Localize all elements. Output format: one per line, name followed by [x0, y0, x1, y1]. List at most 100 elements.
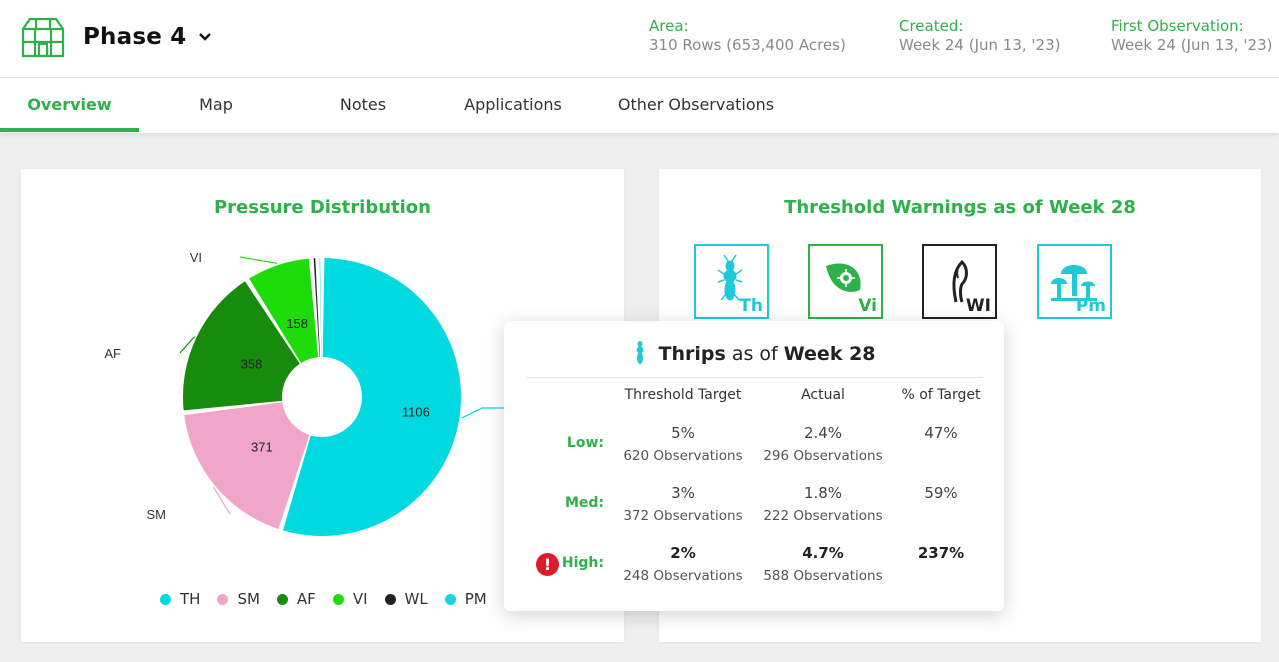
first-observation-value: Week 24 (Jun 13, '23) [1111, 36, 1273, 54]
threshold-wilt-button[interactable]: WI [922, 244, 997, 319]
legend-label: VI [352, 590, 368, 608]
row-label-med: Med: [564, 495, 604, 511]
mushroom-icon [1051, 265, 1097, 301]
chart-legend: TH SM AF VI WL PM [160, 590, 504, 608]
phase-selector[interactable]: Phase 4 [83, 24, 212, 50]
med-target-cell: 3% 372 Observations [603, 483, 763, 526]
popup-week: Week 28 [783, 343, 876, 365]
low-target: 5% [671, 424, 695, 442]
high-actual-cell: 4.7% 588 Observations [743, 543, 903, 586]
tab-notes[interactable]: Notes [339, 95, 387, 114]
wilt-icon [952, 259, 968, 303]
high-actual: 4.7% [802, 544, 844, 562]
virus-abbr: Vi [858, 296, 877, 316]
low-target-obs: 620 Observations [623, 448, 743, 464]
created-meta: Created: Week 24 (Jun 13, '23) [899, 17, 1060, 55]
threshold-thrips-button[interactable]: Th [694, 244, 769, 319]
row-label-high: High: [561, 555, 604, 571]
thrips-icon [636, 341, 644, 364]
outside-label-af: AF [104, 346, 121, 361]
leader-line-sm [212, 486, 231, 515]
legend-label: AF [296, 590, 316, 608]
med-actual-cell: 1.8% 222 Observations [743, 483, 903, 526]
legend-dot [160, 593, 171, 605]
col-percent-target: % of Target [901, 387, 981, 403]
legend-item-vi[interactable]: VI [332, 590, 368, 608]
active-tab-indicator [0, 128, 139, 132]
legend-label: WL [404, 590, 428, 608]
donut-slice-pm[interactable] [319, 258, 322, 358]
page-title: Phase 4 [83, 24, 187, 50]
donut-slice-af[interactable] [183, 281, 300, 411]
donut-slice-sm[interactable] [184, 402, 310, 529]
low-actual-cell: 2.4% 296 Observations [743, 423, 903, 466]
virus-leaf-icon [826, 263, 861, 292]
threshold-mildew-button[interactable]: Pm [1037, 244, 1112, 319]
high-actual-obs: 588 Observations [763, 568, 883, 584]
legend-dot [276, 593, 288, 605]
legend-label: PM [464, 590, 487, 608]
leader-line-af [179, 336, 196, 354]
legend-item-af[interactable]: AF [276, 590, 316, 608]
low-target-cell: 5% 620 Observations [603, 423, 763, 466]
created-value: Week 24 (Jun 13, '23) [899, 36, 1061, 54]
legend-label: TH [180, 590, 201, 608]
tab-overview[interactable]: Overview [27, 95, 112, 114]
low-pct: 47% [924, 424, 958, 442]
high-target-cell: 2% 248 Observations [603, 543, 763, 586]
wilt-abbr: WI [965, 296, 991, 316]
donut-slice-th[interactable] [282, 258, 461, 536]
legend-item-pm[interactable]: PM [444, 590, 487, 608]
legend-dot [384, 593, 396, 605]
data-label-af: 358 [241, 357, 263, 372]
col-actual: Actual [801, 387, 845, 403]
legend-item-wl[interactable]: WL [384, 590, 428, 608]
leader-line-vi [239, 256, 278, 264]
high-pct-cell: 237% [861, 543, 1021, 563]
first-observation-meta: First Observation: Week 24 (Jun 13, '23) [1111, 17, 1272, 55]
low-actual-obs: 296 Observations [763, 448, 883, 464]
first-observation-label: First Observation: [1111, 17, 1244, 35]
area-label: Area: [649, 17, 689, 35]
legend-dot [217, 593, 229, 605]
legend-dot [332, 593, 344, 605]
legend-item-sm[interactable]: SM [217, 590, 260, 608]
legend-dot [444, 593, 456, 605]
donut-slice-vi[interactable] [249, 258, 319, 363]
med-target-obs: 372 Observations [623, 508, 743, 524]
row-label-low: Low: [566, 435, 604, 451]
tab-applications[interactable]: Applications [464, 95, 562, 114]
med-actual: 1.8% [803, 484, 843, 502]
threshold-virus-button[interactable]: Vi [808, 244, 883, 319]
med-pct-cell: 59% [861, 483, 1021, 503]
outside-label-sm: SM [147, 507, 167, 522]
popup-as-of: as of [731, 343, 778, 365]
med-target: 3% [671, 484, 695, 502]
mildew-abbr: Pm [1075, 296, 1106, 316]
area-value: 310 Rows (653,400 Acres) [649, 36, 846, 54]
med-pct: 59% [924, 484, 958, 502]
pressure-distribution-title: Pressure Distribution [213, 197, 431, 218]
med-actual-obs: 222 Observations [763, 508, 883, 524]
thrips-icon [717, 254, 743, 301]
outside-label-vi: VI [190, 250, 202, 265]
legend-item-th[interactable]: TH [160, 590, 200, 608]
donut-slice-wl[interactable] [313, 258, 321, 358]
popup-heading: Thrips as of Week 28 [504, 339, 1004, 365]
leader-line-th [461, 407, 504, 419]
data-label-th: 1106 [402, 404, 430, 419]
low-pct-cell: 47% [861, 423, 1021, 443]
data-label-vi: 158 [286, 316, 308, 331]
data-label-sm: 371 [251, 440, 273, 455]
high-target: 2% [670, 544, 696, 562]
created-label: Created: [899, 17, 964, 35]
chevron-down-icon [199, 33, 212, 41]
area-meta: Area: 310 Rows (653,400 Acres) [649, 17, 846, 55]
tab-other-observations[interactable]: Other Observations [617, 95, 775, 114]
high-target-obs: 248 Observations [623, 568, 743, 584]
greenhouse-icon [21, 17, 65, 58]
high-pct: 237% [917, 544, 965, 562]
popup-pest-name: Thrips [658, 343, 726, 365]
tab-map[interactable]: Map [199, 95, 233, 114]
